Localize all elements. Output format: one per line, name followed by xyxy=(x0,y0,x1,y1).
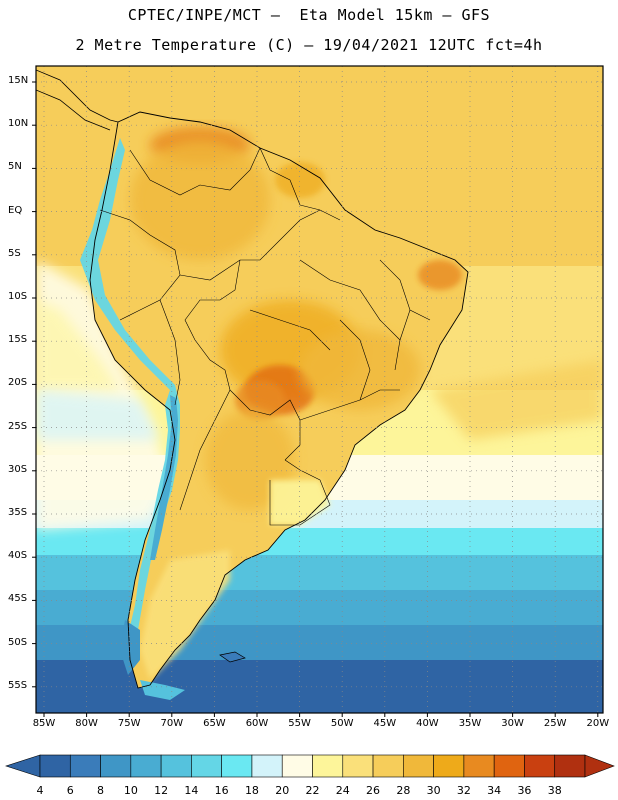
colorbar-label: 10 xyxy=(123,784,138,797)
ocean-band xyxy=(36,555,603,595)
colorbar-swatch xyxy=(251,754,283,778)
tierra-del-fuego xyxy=(140,680,185,700)
lat-label: EQ xyxy=(8,204,23,216)
lon-label: 30W xyxy=(501,718,524,729)
colorbar-label: 26 xyxy=(366,784,381,797)
lat-label: 35S xyxy=(8,507,28,518)
colorbar-label: 20 xyxy=(275,784,290,797)
map-subtitle: 2 Metre Temperature (C) – 19/04/2021 12U… xyxy=(75,36,543,54)
lat-label: 15S xyxy=(8,334,28,346)
lon-label: 25W xyxy=(543,718,567,729)
colorbar-swatch xyxy=(342,754,374,778)
colorbar-swatch xyxy=(160,754,192,778)
axis-ticks xyxy=(32,81,599,717)
map-frame xyxy=(35,65,604,714)
colorbar-label: 22 xyxy=(305,784,320,797)
colorbar-swatch xyxy=(312,754,344,778)
atlantic-warm-pool xyxy=(430,360,603,440)
pacific-cool-tongue xyxy=(36,300,120,390)
lat-label: 50S xyxy=(8,636,28,648)
warm-core xyxy=(418,260,462,290)
colorbar-label: 12 xyxy=(154,784,169,797)
colorbar-swatch xyxy=(493,754,525,778)
lon-label: 60W xyxy=(245,718,269,729)
central-america-land xyxy=(36,70,118,130)
andes-peak-band xyxy=(150,395,178,560)
lat-label: 20S xyxy=(8,377,28,389)
map-canvas xyxy=(32,65,604,717)
lon-label: 45W xyxy=(373,718,397,729)
colorbar-swatch xyxy=(372,754,404,778)
south-land-cool xyxy=(140,550,230,680)
temperature-map: 15N 10N 5N EQ 5S 10S 15S 20S 25S 30S 35S 40S 45S 50S 5… xyxy=(0,60,618,730)
lat-label: 15N xyxy=(8,75,29,86)
lon-label: 50W xyxy=(330,718,354,729)
colorbar-swatch xyxy=(524,754,556,778)
map-title: CPTEC/INPE/MCT – Eta Model 15km – GFS xyxy=(127,6,491,24)
warm-core xyxy=(235,380,285,420)
uruguay-land xyxy=(270,480,330,525)
lat-label: 30S xyxy=(8,463,28,475)
colorbar-swatch xyxy=(39,754,71,778)
lon-label: 35W xyxy=(458,718,482,729)
colorbar-swatch xyxy=(100,754,132,778)
lon-label: 75W xyxy=(117,718,141,729)
colorbar-swatch xyxy=(69,754,101,778)
colorbar-high-extend xyxy=(584,754,615,778)
colorbar-label: 18 xyxy=(244,784,259,797)
ocean-band xyxy=(36,528,603,558)
country-borders xyxy=(99,147,431,526)
colorbar-swatch xyxy=(221,754,253,778)
colorbar-label: 8 xyxy=(97,784,105,797)
colorbar-label: 24 xyxy=(335,784,350,797)
lon-label: 80W xyxy=(75,718,98,729)
lon-label: 20W xyxy=(586,718,610,729)
colorbar-label: 28 xyxy=(396,784,411,797)
lat-label: 40S xyxy=(8,550,28,562)
colorbar-swatch xyxy=(130,754,162,778)
lat-label: 10N xyxy=(8,118,29,130)
colorbar-label: 34 xyxy=(487,784,502,797)
colorbar-label: 32 xyxy=(456,784,471,797)
colorbar-label: 6 xyxy=(66,784,74,797)
lat-label: 10S xyxy=(8,291,28,302)
lat-label: 55S xyxy=(8,679,28,691)
colorbar-swatch xyxy=(403,754,434,778)
colorbar-label: 38 xyxy=(547,784,562,797)
patagonia-cold xyxy=(120,620,140,675)
lat-label: 25S xyxy=(8,420,28,432)
lon-label: 65W xyxy=(203,718,226,729)
colorbar-swatch xyxy=(463,754,495,778)
coastline xyxy=(89,111,469,689)
lat-label: 5S xyxy=(8,247,21,259)
central-america-coast xyxy=(36,69,119,131)
ocean-band xyxy=(36,590,603,630)
falkland-islands xyxy=(219,651,246,663)
lat-label: 5N xyxy=(8,161,22,173)
lat-label: 45S xyxy=(8,593,28,605)
lon-label: 70W xyxy=(160,718,184,729)
colorbar-label: 36 xyxy=(517,784,532,797)
colorbar-label: 4 xyxy=(36,784,44,797)
lon-label: 40W xyxy=(416,718,439,729)
warm-core xyxy=(300,330,420,410)
colorbar-low-extend xyxy=(5,754,41,778)
warm-core xyxy=(130,140,270,260)
lon-label: 55W xyxy=(288,718,311,729)
colorbar-swatch xyxy=(281,754,313,778)
colorbar-swatch xyxy=(191,754,222,778)
colorbar: 4 6 8 10 12 14 16 18 20 22 24 26 28 30 32 34 36 38 xyxy=(0,750,618,800)
colorbar-swatch xyxy=(433,754,465,778)
colorbar-svg xyxy=(5,754,615,778)
colorbar-swatch xyxy=(554,754,586,778)
colorbar-label: 14 xyxy=(184,784,199,797)
colorbar-label: 16 xyxy=(214,784,229,797)
colorbar-label: 30 xyxy=(426,784,441,797)
lon-label: 85W xyxy=(32,718,56,729)
warm-core xyxy=(275,162,325,198)
